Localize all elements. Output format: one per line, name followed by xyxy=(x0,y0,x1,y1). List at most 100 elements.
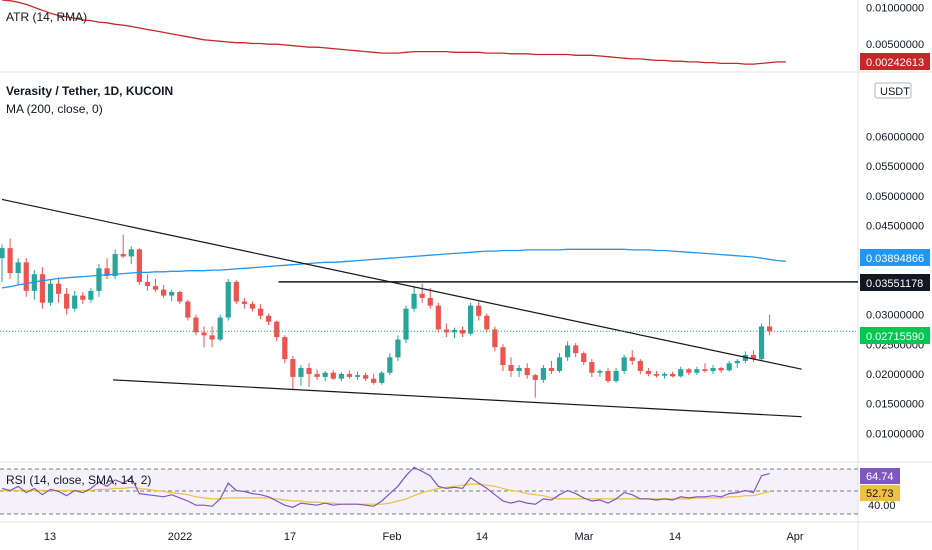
candle-body xyxy=(112,254,118,276)
candle-body xyxy=(565,345,571,358)
candle-body xyxy=(613,370,619,382)
candle-body xyxy=(39,274,45,303)
price-tick-label: 0.03000000 xyxy=(866,310,924,322)
candle-body xyxy=(282,337,288,360)
candle-body xyxy=(556,357,563,371)
candle-body xyxy=(201,332,207,336)
candle-body xyxy=(64,293,70,309)
candle-body xyxy=(371,378,377,383)
symbol-title: Verasity / Tether, 1D, KUCOIN xyxy=(6,84,173,98)
ma200-line xyxy=(1,248,786,289)
candle-body xyxy=(767,326,773,332)
candle-body xyxy=(193,317,199,333)
last-price-badge: 0.02715590 xyxy=(860,327,930,344)
candle-body xyxy=(589,362,595,373)
candle-body xyxy=(750,354,757,360)
candle-body xyxy=(274,321,280,338)
candle-body xyxy=(104,268,110,276)
price-tick-label: 0.02000000 xyxy=(866,369,924,381)
candle-body xyxy=(621,357,627,371)
candle-body xyxy=(500,347,506,366)
candle-body xyxy=(605,370,611,382)
level-value-badge: 0.03551178 xyxy=(860,274,930,291)
trendline-upper xyxy=(1,198,802,370)
candle-body xyxy=(395,339,401,358)
candle-body xyxy=(427,297,433,306)
level-value-text: 0.03551178 xyxy=(866,278,923,290)
candle-body xyxy=(694,369,700,373)
candle-body xyxy=(354,375,361,377)
candle-body xyxy=(23,262,29,291)
time-tick-label: 14 xyxy=(669,531,681,543)
candle-body xyxy=(169,292,175,296)
candle-body xyxy=(573,345,579,354)
atr-label: ATR (14, RMA) xyxy=(6,10,87,24)
atr-value-badge: 0.00242613 xyxy=(860,53,930,70)
candle-body xyxy=(7,248,13,274)
candle-body xyxy=(185,301,191,318)
last-price-text: 0.02715590 xyxy=(866,331,924,343)
candle-body xyxy=(136,249,142,282)
candle-body xyxy=(290,359,296,377)
candle-body xyxy=(508,365,514,371)
price-tick-label: 0.01500000 xyxy=(866,399,924,411)
candle-body xyxy=(306,368,312,374)
time-tick-label: 2022 xyxy=(168,531,192,543)
candle-body xyxy=(403,308,409,340)
price-tick-label: 0.01000000 xyxy=(866,428,924,440)
rsi-value-text: 64.74 xyxy=(866,471,894,483)
candle-body xyxy=(451,330,458,333)
atr-tick-label: 0.00500000 xyxy=(866,39,924,51)
price-tick-label: 0.05500000 xyxy=(866,161,924,173)
price-axis[interactable]: 0.06000000 0.05500000 0.05000000 0.04500000… xyxy=(866,132,924,441)
candle-body xyxy=(645,370,651,374)
candle-body xyxy=(225,281,231,318)
candle-body xyxy=(144,281,151,287)
time-tick-label: 13 xyxy=(44,531,56,543)
candle-body xyxy=(532,375,538,380)
candle-body xyxy=(161,289,167,296)
candle-body xyxy=(15,262,21,274)
candle-body xyxy=(88,290,94,300)
candle-body xyxy=(443,329,449,333)
candle-body xyxy=(257,308,264,316)
candle-body xyxy=(492,329,498,348)
time-axis[interactable]: 13 2022 17 Feb 14 Mar 14 Apr xyxy=(44,531,804,543)
rsi-value-badge: 64.74 xyxy=(860,468,900,484)
trendline-lower xyxy=(113,379,802,418)
candle-body xyxy=(338,373,344,379)
candle-body xyxy=(55,283,62,294)
currency-badge[interactable] xyxy=(874,82,912,99)
atr-line xyxy=(1,0,786,65)
candle-body xyxy=(363,375,369,379)
candle-body xyxy=(734,360,740,364)
candle-body xyxy=(379,372,385,383)
candle-body xyxy=(47,283,54,303)
candle-body xyxy=(702,369,708,371)
candle-body xyxy=(322,372,328,377)
time-tick-label: 14 xyxy=(476,531,488,543)
candle-body xyxy=(581,353,587,363)
candle-body xyxy=(120,254,126,257)
candle-body xyxy=(710,368,716,371)
candle-body xyxy=(686,369,692,373)
candle-body xyxy=(209,335,215,340)
candle-body xyxy=(726,363,732,371)
candle-body xyxy=(459,330,466,334)
candle-body xyxy=(653,373,660,376)
candle-body xyxy=(540,368,546,380)
candle-body xyxy=(346,373,353,377)
candle-body xyxy=(152,286,159,290)
candle-body xyxy=(96,268,102,291)
candle-body xyxy=(249,303,256,309)
atr-axis[interactable]: 0.01000000 0.00500000 xyxy=(866,2,924,51)
candles xyxy=(0,234,773,398)
candle-body xyxy=(298,368,304,377)
candle-body xyxy=(629,357,635,361)
candle-body xyxy=(670,373,676,377)
atr-pane xyxy=(1,0,786,65)
ma-value-text: 0.03894866 xyxy=(866,253,924,265)
candle-body xyxy=(548,368,555,371)
